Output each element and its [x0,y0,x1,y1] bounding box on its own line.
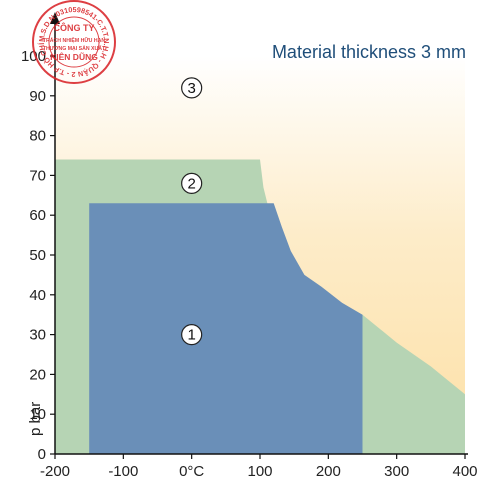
y-tick-label: 0 [38,446,46,463]
y-tick-label: 80 [29,128,46,145]
stamp-line-4: KIÊN DŨNG [50,51,98,62]
y-tick-label: 20 [29,366,46,383]
stamp-line-1: CÔNG TY [53,22,94,33]
zone-1-marker [181,324,203,346]
y-tick-label: 10 [29,406,46,423]
zone-1-label: 1 [187,327,195,344]
x-tick-label: 100 [247,463,272,480]
x-tick-label: -200 [40,463,70,480]
zone-3-label: 3 [187,80,195,97]
x-tick-label: 0°C [179,463,204,480]
pressure-temperature-zones [55,56,465,454]
x-tick-label: 200 [316,463,341,480]
y-tick-label: 50 [29,247,46,264]
tick-labels: -200 -100 0°C 100 200 300 400 0 10 20 30 40 50 60 70 80… [21,48,478,480]
x-tick-label: 400 [452,463,477,480]
y-axis-label: p bar [27,402,44,436]
y-tick-label: 60 [29,207,46,224]
x-tick-label: 300 [384,463,409,480]
zone-2-marker [181,172,203,194]
stamp-inner-ring [48,16,100,68]
stamp-outer-ring [32,0,116,84]
y-axis-arrow [50,12,60,24]
stamp-line-3: THƯƠNG MẠI SẢN XUẤT [43,45,106,52]
y-tick-label: 30 [29,327,46,344]
x-tick-label: -100 [108,463,138,480]
y-tick-label: 70 [29,167,46,184]
zone-2-label: 2 [187,175,195,192]
y-tick-label: 40 [29,287,46,304]
stamp-line-2: TRÁCH NHIỆM HỮU HẠN [43,36,105,44]
zone-1-area [89,203,363,454]
chart-title: Material thickness 3 mm [272,42,466,62]
y-tick-label: 100 [21,48,46,65]
zone-labels: 3 2 1 [181,77,203,346]
y-tick-label: 90 [29,88,46,105]
zone-3-marker [181,77,203,99]
